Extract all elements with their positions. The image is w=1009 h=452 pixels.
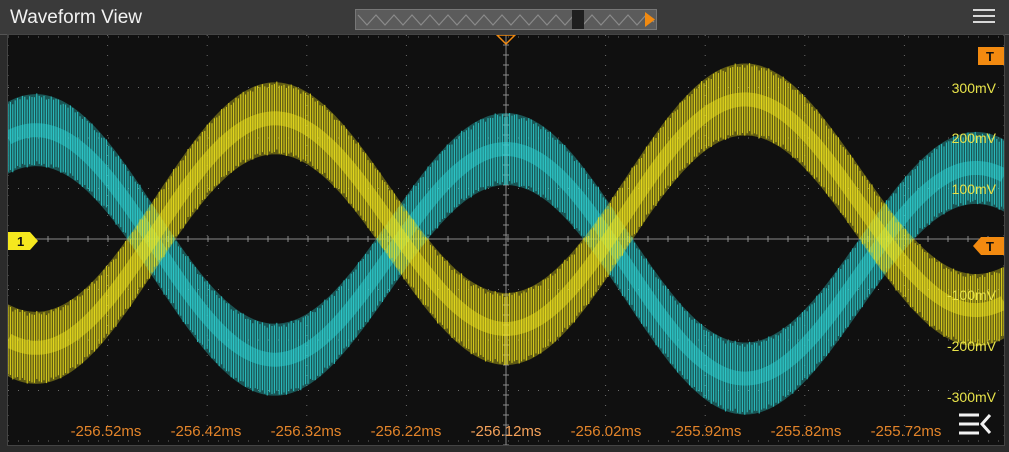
trigger-top-label: T — [986, 49, 994, 64]
x-tick-label: -255.82ms — [770, 423, 842, 440]
trigger-position-icon — [495, 35, 517, 46]
waveform-canvas — [8, 35, 1004, 445]
y-tick-label: -300mV — [946, 389, 996, 405]
y-tick-label: 100mV — [951, 181, 996, 197]
record-overview-strip[interactable] — [355, 9, 657, 30]
trigger-level-top-marker[interactable]: T — [978, 47, 1004, 65]
waveform-plot[interactable]: 300mV 200mV 100mV -100mV -200mV -300mV -… — [7, 34, 1005, 446]
x-tick-label: -256.42ms — [170, 423, 242, 440]
title-bar: Waveform View — [0, 0, 1009, 35]
trigger-level-marker[interactable]: T — [973, 237, 1004, 255]
y-tick-label: -200mV — [946, 338, 996, 354]
trigger-mid-label: T — [986, 239, 994, 254]
window-title: Waveform View — [10, 7, 142, 28]
overview-window-indicator[interactable] — [572, 10, 584, 29]
x-tick-label: -256.52ms — [70, 423, 142, 440]
x-tick-label: -255.72ms — [870, 423, 942, 440]
record-overview-waveform — [357, 10, 655, 29]
menu-icon[interactable] — [973, 9, 995, 27]
x-tick-label: -255.92ms — [670, 423, 742, 440]
x-tick-label: -256.32ms — [270, 423, 342, 440]
collapse-panel-icon[interactable] — [956, 409, 994, 439]
y-tick-label: 200mV — [951, 130, 996, 146]
overview-trigger-position-icon — [645, 12, 655, 27]
x-tick-label: -256.22ms — [370, 423, 442, 440]
y-tick-label: 300mV — [951, 80, 996, 96]
x-tick-label: -256.12ms — [470, 423, 542, 440]
x-tick-label: -256.02ms — [570, 423, 642, 440]
channel-1-trace — [8, 63, 1004, 384]
channel-1-label: 1 — [17, 234, 24, 249]
y-tick-label: -100mV — [946, 287, 996, 303]
channel-1-marker[interactable]: 1 — [8, 232, 38, 250]
